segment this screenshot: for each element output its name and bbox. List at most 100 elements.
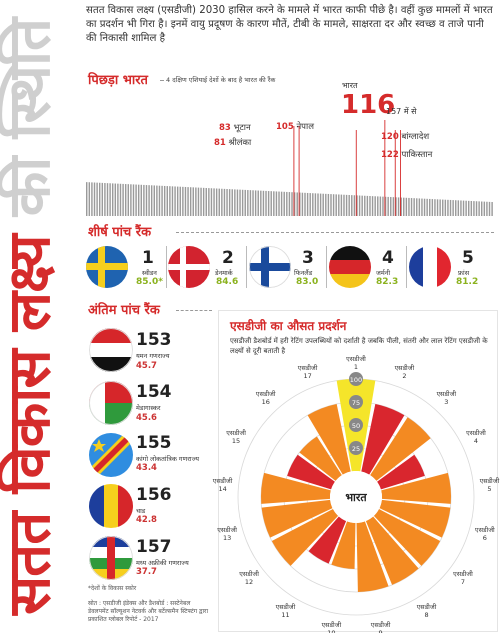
rank-bar (452, 200, 454, 216)
rank-bar (343, 194, 345, 216)
india-rank: 116 (341, 90, 396, 120)
top-name-4: जर्मनी (376, 269, 391, 277)
rank-bar (335, 194, 337, 216)
rank-bar (132, 184, 135, 216)
top-rank-4: 4 (382, 248, 394, 268)
sdg-label-4: एसडीजी 4 (466, 429, 486, 446)
source-note: स्रोत : एसडीजी इंडेक्स और डैशबोर्ड : सस्… (88, 600, 209, 623)
bottom-rank-4: 156 (136, 485, 172, 505)
rank-bar (413, 198, 415, 216)
intro-text: सतत विकास लक्ष्य (एसडीजी) 2030 हासिल करन… (86, 5, 493, 44)
rank-bar (86, 182, 88, 216)
madagascar-flag-icon (89, 381, 133, 425)
rank-bar (163, 185, 166, 216)
rank-bar (322, 193, 324, 216)
top-score-2: 84.6 (216, 277, 239, 287)
rank-bar (306, 192, 309, 216)
bottom-rank-1: 153 (136, 330, 172, 350)
vertical-title: सतत विकास लक्ष्य की स्थिति (0, 0, 58, 633)
rank-bar (473, 201, 475, 216)
rank-bar (332, 194, 335, 216)
rank-bar (348, 194, 350, 216)
rank-bar (195, 187, 197, 216)
rank-bar (179, 186, 181, 216)
rank-bar (361, 195, 363, 216)
vertical-title-grey: की स्थिति (0, 18, 58, 215)
bottom-score-3: 43.4 (136, 463, 157, 473)
center-disc (330, 471, 382, 523)
rank-bar (468, 200, 470, 216)
india-label: भारत (342, 81, 358, 90)
rank-bar (182, 186, 184, 216)
sdg-label-1: एसडीजी 1 (346, 355, 366, 371)
rank-bar (434, 199, 436, 216)
rank-bar (382, 196, 384, 216)
rank-bar (444, 199, 447, 216)
rank-bar (390, 197, 392, 216)
rank-bar (358, 195, 361, 216)
rank-bar (127, 184, 130, 216)
rank-bar (174, 186, 176, 216)
rank-bar (241, 189, 244, 216)
rank-bar (88, 182, 91, 216)
rank-bar (109, 183, 111, 216)
sdg-label-12: एसडीजी 12 (239, 569, 259, 586)
rank-bar (397, 197, 400, 216)
rank-bar (486, 201, 488, 216)
sdg-label-11: एसडीजी 11 (275, 602, 296, 619)
sdg-label-2: एसडीजी 2 (394, 364, 415, 381)
rank-bar (202, 187, 205, 216)
rank-bar (400, 197, 402, 216)
scale-marker (349, 372, 363, 386)
rank-bar (395, 197, 397, 216)
rank-bar (234, 189, 236, 216)
rank-bar (150, 185, 153, 216)
scale-label: 25 (352, 445, 360, 453)
rank-bar (96, 182, 98, 216)
top-score-1: 85.0* (136, 277, 163, 287)
india-of-total: 157 में से (386, 107, 417, 116)
scale-label: 75 (352, 399, 360, 407)
rank-bar (439, 199, 441, 216)
top-name-3: फिनलैंड (294, 269, 313, 277)
top-rank-3: 3 (302, 248, 314, 268)
sweden-flag-icon (86, 246, 128, 288)
bottom-score-4: 42.8 (136, 515, 157, 525)
top-name-5: फ्रांस (458, 269, 470, 277)
rank-bar (265, 190, 267, 216)
sdg-bar-3 (370, 417, 431, 481)
sdg-bar-14 (261, 472, 331, 504)
rank-bar (156, 185, 158, 216)
rank-bar (371, 196, 374, 216)
rank-bar (208, 188, 210, 216)
rank-bar (267, 191, 270, 216)
sdg-bar-17 (307, 403, 351, 475)
rank-bar (416, 198, 418, 216)
rank-bar (374, 196, 376, 216)
rank-bar (257, 190, 259, 216)
rank-bar (137, 184, 140, 216)
rank-bar (286, 191, 288, 216)
rank-bar (249, 190, 252, 216)
rank-bar (481, 201, 483, 216)
bottom-name-4: चाड (136, 507, 146, 515)
rank-bar (366, 195, 369, 216)
rank-bar (478, 201, 480, 216)
rank-bar (291, 192, 293, 216)
rank-bar (330, 194, 332, 216)
divider (166, 246, 167, 288)
rank-bar (319, 193, 322, 216)
rank-bar (460, 200, 462, 216)
divider (176, 310, 212, 311)
rank-bar (384, 196, 387, 216)
rank-bar (104, 183, 106, 216)
rank-bar (171, 186, 174, 216)
rank-bar (325, 193, 327, 216)
sdg-label-13: एसडीजी 13 (217, 525, 237, 542)
yemen-flag-icon (89, 328, 133, 372)
annot-srilanka: 81 श्रीलंका (214, 138, 252, 148)
finland-flag-icon (249, 246, 291, 288)
sdg-label-16: एसडीजी 16 (255, 389, 276, 406)
rank-bar (239, 189, 241, 216)
rank-bar (421, 198, 423, 216)
